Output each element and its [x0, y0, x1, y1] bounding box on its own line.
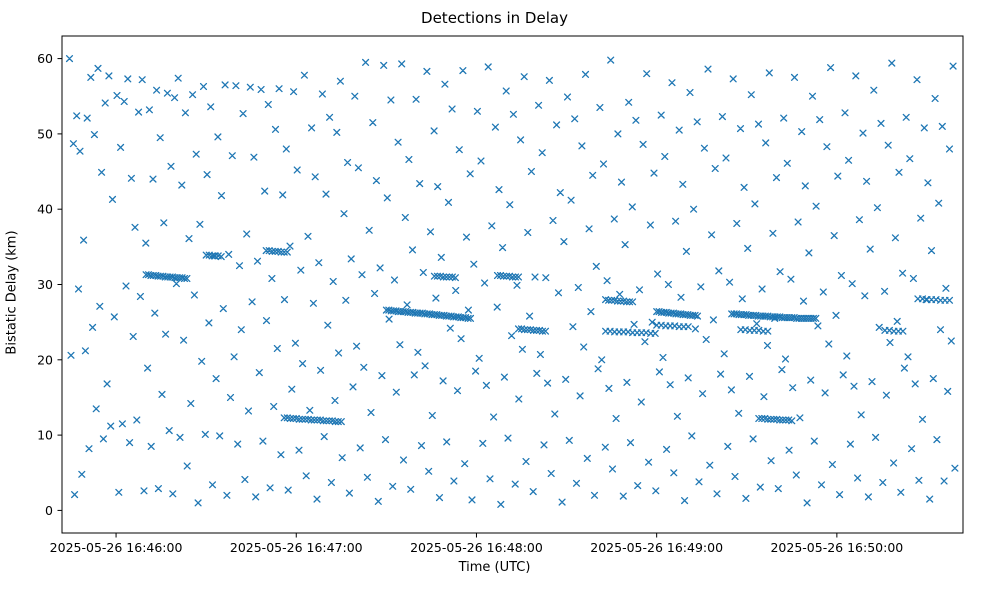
x-axis-label: Time (UTC) [458, 560, 531, 575]
y-tick-label: 20 [37, 352, 53, 367]
scatter-markers [65, 55, 959, 508]
y-axis-label: Bistatic Delay (km) [4, 230, 20, 355]
y-tick-label: 10 [37, 428, 53, 443]
y-tick-label: 40 [37, 202, 53, 217]
chart-title: Detections in Delay [421, 9, 568, 27]
axes-border [61, 35, 964, 534]
x-tick-label: 2025-05-26 16:49:00 [590, 540, 723, 555]
x-tick-label: 2025-05-26 16:46:00 [50, 540, 183, 555]
y-tick-label: 60 [37, 51, 53, 66]
y-tick-label: 0 [45, 503, 53, 518]
x-tick-label: 2025-05-26 16:47:00 [230, 540, 363, 555]
x-tick-label: 2025-05-26 16:50:00 [770, 540, 903, 555]
y-tick-label: 30 [37, 277, 53, 292]
y-tick-label: 50 [37, 126, 53, 141]
x-tick-label: 2025-05-26 16:48:00 [410, 540, 543, 555]
